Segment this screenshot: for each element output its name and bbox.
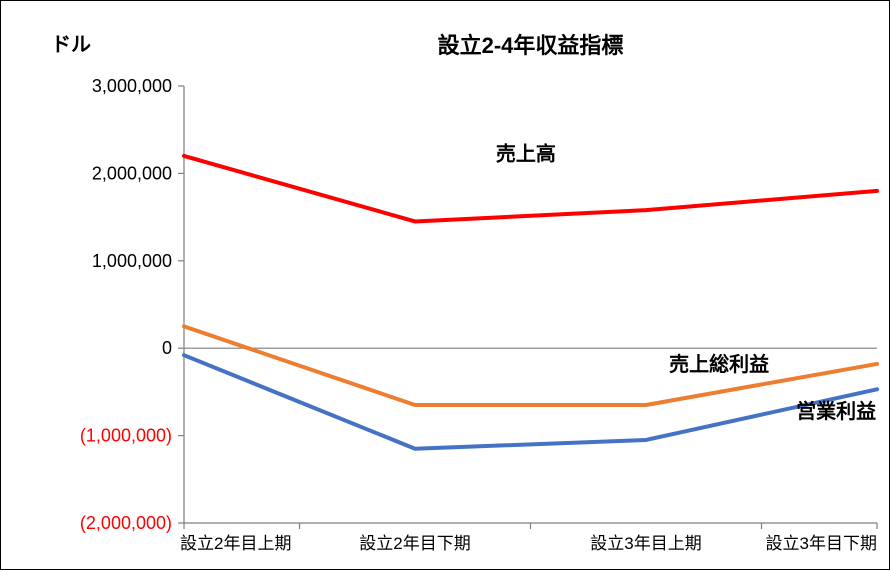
series-line-売上高 — [184, 156, 877, 222]
chart-frame: 3,000,000 2,000,000 1,000,000 0 (1,000,000) (… — [0, 0, 890, 570]
y-tick-label: (2,000,000) — [80, 513, 172, 533]
x-tick-label: 設立3年目上期 — [590, 534, 701, 553]
y-tick-label: 2,000,000 — [92, 163, 172, 183]
y-axis-unit-label: ドル — [51, 34, 91, 56]
x-tick-label: 設立2年目上期 — [180, 534, 291, 553]
revenue-chart: 3,000,000 2,000,000 1,000,000 0 (1,000,000) (… — [1, 1, 890, 571]
y-tick-label: 3,000,000 — [92, 76, 172, 96]
series-line-営業利益 — [184, 355, 877, 449]
series-label-営業利益: 営業利益 — [796, 399, 876, 423]
series-label-売上高: 売上高 — [496, 141, 556, 165]
chart-title: 設立2-4年収益指標 — [438, 33, 624, 58]
series-label-売上総利益: 売上総利益 — [669, 352, 769, 376]
y-tick-label: 1,000,000 — [92, 251, 172, 271]
x-tick-label: 設立2年目下期 — [359, 534, 470, 553]
y-tick-label: 0 — [162, 338, 172, 358]
x-tick-label: 設立3年目下期 — [766, 534, 877, 553]
y-tick-label: (1,000,000) — [80, 426, 172, 446]
series-line-売上総利益 — [184, 326, 877, 405]
